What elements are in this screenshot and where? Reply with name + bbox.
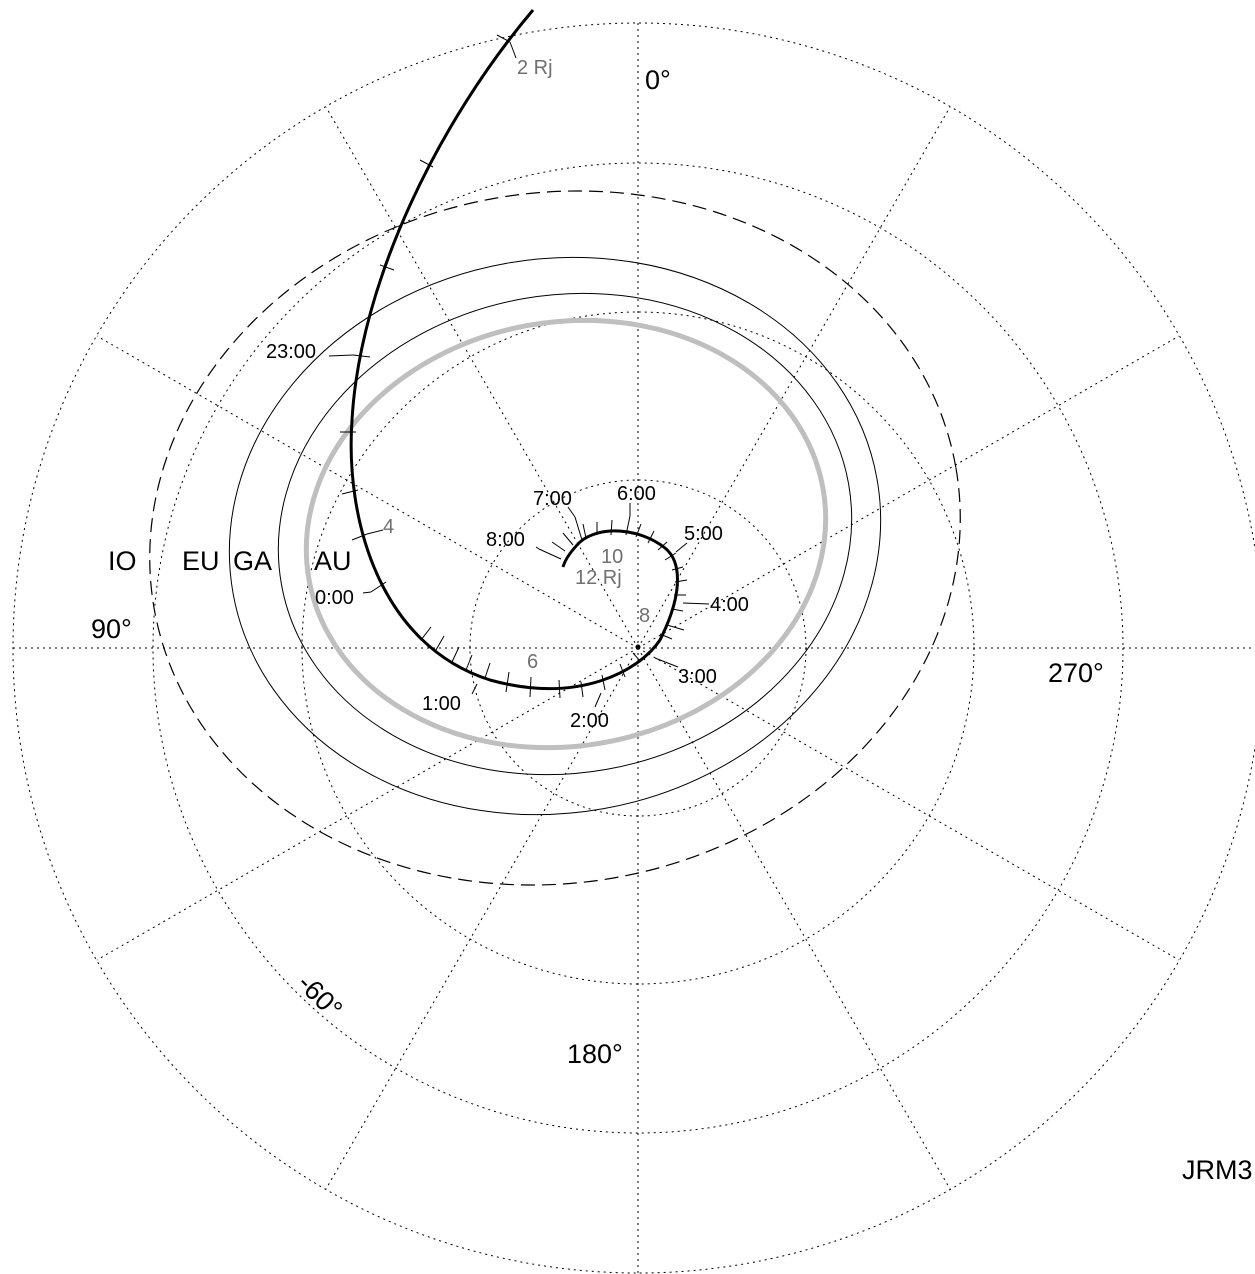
- moon-label-io: IO: [108, 546, 137, 576]
- tick: [466, 655, 472, 670]
- leader-0400: [683, 603, 709, 604]
- distance-label-2rj: 2 Rj: [517, 57, 553, 79]
- leader-0800: [536, 547, 539, 549]
- time-label-0700: 7:00: [533, 488, 572, 510]
- io-footprint-oval: [94, 128, 1015, 949]
- europa-footprint-oval: [185, 206, 925, 865]
- time-label-0300: 3:00: [678, 666, 717, 688]
- time-label-leaders: [329, 42, 709, 707]
- trajectory-ticks: [340, 35, 687, 698]
- distance-label-10: 10: [601, 546, 623, 568]
- trajectory-line: [351, 10, 677, 689]
- tick: [633, 653, 641, 662]
- distance-label-6: 6: [527, 651, 538, 673]
- tick: [563, 533, 573, 545]
- time-label-0800: 8:00: [486, 529, 525, 551]
- tick: [452, 647, 459, 662]
- time-label-0200: 2:00: [570, 710, 609, 732]
- longitude-label-0: 0°: [645, 65, 671, 95]
- leader-0100: [472, 684, 477, 694]
- meridian-120: [97, 648, 638, 960]
- leader-0200: [595, 693, 601, 707]
- leader-0300: [655, 658, 678, 667]
- leader-0000: [363, 592, 371, 593]
- tick: [559, 680, 560, 698]
- time-label-2300: 23:00: [266, 341, 316, 363]
- tick: [506, 672, 509, 692]
- leader-2300: [329, 355, 353, 356]
- distance-label-12rj: 12 Rj: [575, 567, 622, 589]
- tick: [575, 517, 582, 540]
- tick: [380, 265, 394, 270]
- longitude-label-90: 90°: [91, 614, 132, 644]
- distance-label-4: 4: [383, 516, 394, 538]
- tick: [552, 542, 565, 551]
- tick: [497, 35, 510, 42]
- meridian-grid: [13, 23, 1255, 1273]
- moon-label-europa: EU: [182, 546, 220, 576]
- leader-2rj: [510, 42, 516, 58]
- tick: [421, 627, 431, 640]
- time-label-0500: 5:00: [684, 523, 723, 545]
- time-label-0600: 6:00: [617, 483, 656, 505]
- longitude-label-180: 180°: [567, 1039, 623, 1069]
- moon-label-ganymede: GA: [233, 546, 272, 576]
- latitude-label: -60°: [292, 968, 348, 1024]
- longitude-label-270: 270°: [1048, 658, 1104, 688]
- moon-label-amalthea: AU: [314, 546, 352, 576]
- tick: [539, 549, 561, 559]
- distance-label-8: 8: [639, 605, 650, 627]
- meridian-210: [638, 648, 950, 1189]
- tick: [530, 677, 531, 697]
- tick: [485, 663, 490, 678]
- tick: [611, 520, 612, 535]
- subspacecraft-point-marker: [636, 645, 641, 650]
- model-label: JRM3: [1182, 1155, 1253, 1185]
- time-label-0400: 4:00: [710, 594, 749, 616]
- footprint-ovals: [94, 128, 1015, 949]
- leader-4: [367, 530, 383, 534]
- time-label-0000: 0:00: [315, 587, 354, 609]
- tick: [602, 675, 605, 690]
- tick: [583, 524, 586, 538]
- time-label-0100: 1:00: [422, 693, 461, 715]
